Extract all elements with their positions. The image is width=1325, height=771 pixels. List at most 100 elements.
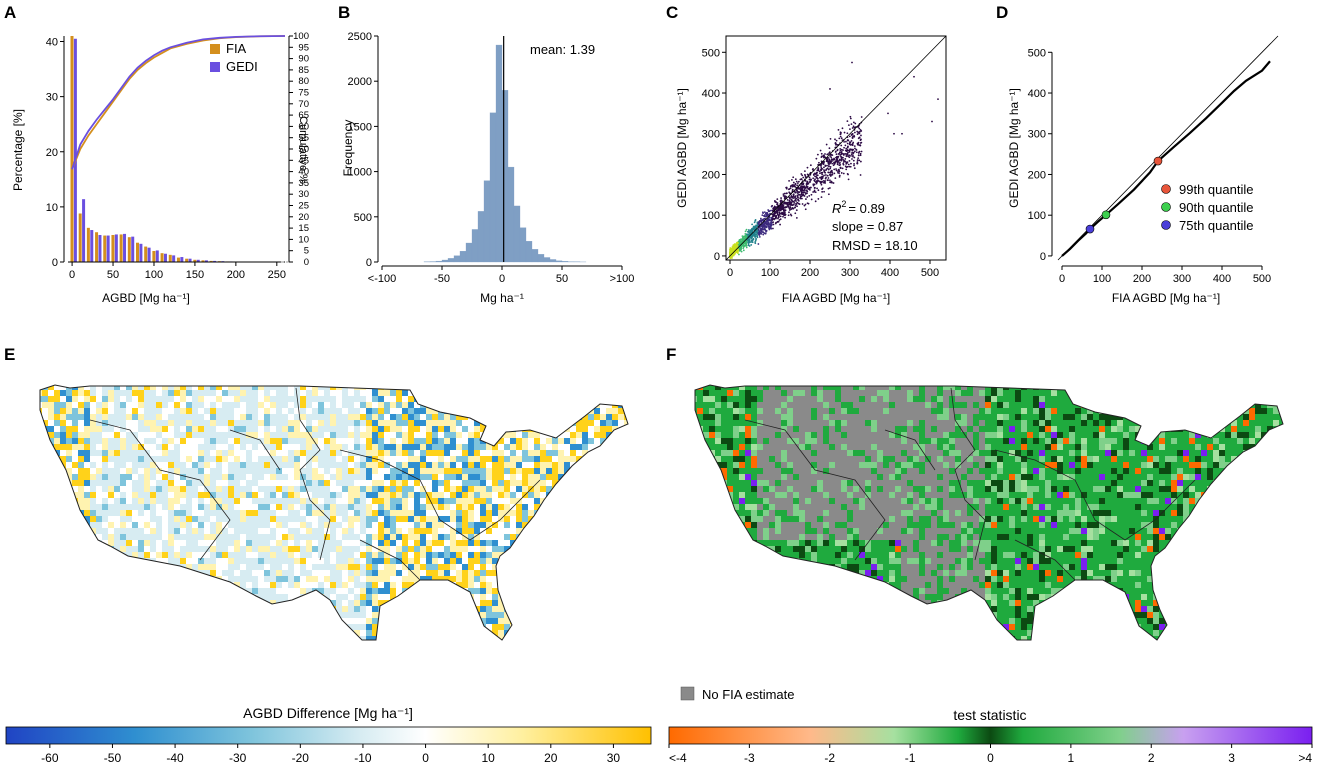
scatter-point	[846, 150, 848, 152]
map-e-cell	[558, 516, 564, 522]
map-e-cell	[432, 402, 438, 408]
map-e-cell	[150, 384, 156, 390]
map-e-cell	[600, 546, 606, 552]
map-e-cell	[576, 498, 582, 504]
map-e-cell	[522, 450, 528, 456]
map-e-cell	[450, 384, 456, 390]
scatter-point	[825, 169, 827, 171]
map-e-cell	[312, 546, 318, 552]
map-e-cell	[366, 426, 372, 432]
map-e-cell	[576, 534, 582, 540]
scatter-point	[828, 165, 830, 167]
map-e-cell	[216, 486, 222, 492]
panel-letter-b: B	[338, 3, 350, 22]
map-e-cell	[240, 546, 246, 552]
map-e-cell	[354, 462, 360, 468]
map-e-cell	[216, 492, 222, 498]
map-e-cell	[588, 552, 594, 558]
map-e-cell	[444, 474, 450, 480]
map-e-cell	[378, 462, 384, 468]
panel-b-bars	[424, 45, 586, 262]
map-e-cell	[186, 426, 192, 432]
map-e-cell	[102, 480, 108, 486]
map-e-cell	[276, 456, 282, 462]
map-e-cell	[420, 396, 426, 402]
map-e-cell	[144, 498, 150, 504]
quantile-marker-0	[1154, 157, 1162, 165]
map-e-cell	[528, 498, 534, 504]
map-e-cell	[72, 444, 78, 450]
map-e-cell	[402, 444, 408, 450]
map-e-cell	[138, 522, 144, 528]
map-e-cell	[564, 462, 570, 468]
map-e-cell	[378, 492, 384, 498]
map-e-cell	[252, 450, 258, 456]
map-e-cell	[624, 510, 630, 516]
map-e-cell	[84, 552, 90, 558]
map-e-cell	[114, 522, 120, 528]
map-e-cell	[378, 414, 384, 420]
map-e-cell	[84, 468, 90, 474]
map-e-cell	[624, 384, 630, 390]
map-e-cell	[492, 486, 498, 492]
map-e-cell	[546, 534, 552, 540]
map-e-cell	[600, 420, 606, 426]
scatter-point	[761, 214, 763, 216]
map-e-cell	[252, 486, 258, 492]
map-e-cell	[348, 456, 354, 462]
map-e-cell	[180, 390, 186, 396]
map-e-cell	[288, 504, 294, 510]
map-e-cell	[402, 546, 408, 552]
map-e-cell	[114, 432, 120, 438]
map-e-cell	[336, 432, 342, 438]
map-e-cell	[330, 528, 336, 534]
map-e-cell	[282, 540, 288, 546]
scatter-point	[838, 129, 840, 131]
map-e-cell	[408, 504, 414, 510]
map-e-cell	[198, 534, 204, 540]
map-e-cell	[300, 522, 306, 528]
map-e-cell	[300, 534, 306, 540]
map-e-cell	[204, 474, 210, 480]
map-e-cell	[438, 510, 444, 516]
map-e-cell	[558, 492, 564, 498]
map-e-cell	[450, 462, 456, 468]
map-e-cell	[282, 456, 288, 462]
map-e-cell	[402, 534, 408, 540]
map-e-cell	[474, 546, 480, 552]
map-e-cell	[234, 546, 240, 552]
map-e-cell	[42, 462, 48, 468]
map-e-cell	[462, 384, 468, 390]
scatter-point	[823, 169, 825, 171]
map-e-cell	[558, 540, 564, 546]
map-e-cell	[540, 552, 546, 558]
map-e-cell	[588, 534, 594, 540]
map-e-cell	[288, 408, 294, 414]
map-e-cell	[192, 426, 198, 432]
map-e-cell	[552, 522, 558, 528]
scatter-point	[755, 240, 757, 242]
map-e-cell	[270, 468, 276, 474]
map-e-cell	[348, 462, 354, 468]
map-e-cell	[384, 540, 390, 546]
map-e-cell	[372, 492, 378, 498]
scatter-point	[833, 164, 835, 166]
panel-a-y2tick-label-100: 100	[293, 31, 309, 42]
map-e-cell	[138, 510, 144, 516]
map-e-cell	[228, 522, 234, 528]
map-e-cell	[534, 450, 540, 456]
map-e-cell	[156, 390, 162, 396]
map-e-cell	[36, 528, 42, 534]
map-e-cell	[348, 528, 354, 534]
map-e-cell	[498, 504, 504, 510]
scatter-point	[762, 231, 764, 233]
map-e-cell	[144, 540, 150, 546]
map-e-cell	[60, 414, 66, 420]
map-e-cell	[336, 438, 342, 444]
map-e-cell	[432, 438, 438, 444]
panel-a-cumulative-lines	[72, 36, 285, 169]
map-e-cell	[108, 450, 114, 456]
map-e-cell	[438, 552, 444, 558]
map-e-cell	[312, 522, 318, 528]
scatter-point	[833, 168, 835, 170]
